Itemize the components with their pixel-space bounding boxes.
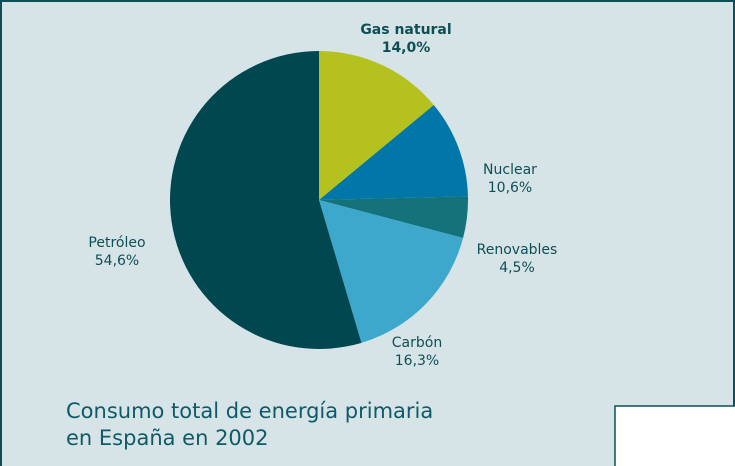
slice-value-label: 16,3% <box>395 353 439 369</box>
slice-value-label: 4,5% <box>499 260 535 276</box>
slice-value-label: 54,6% <box>95 253 139 269</box>
white-box <box>614 405 735 466</box>
pie-slice <box>319 200 464 343</box>
pie-slice <box>319 51 434 200</box>
pie-slice <box>170 50 362 349</box>
slice-label: Nuclear <box>483 162 537 178</box>
chart-title: Consumo total de energía primaria <box>66 399 433 423</box>
slice-value-label: 10,6% <box>488 180 532 196</box>
slice-label: Petróleo <box>88 235 145 251</box>
pie-slice <box>319 105 468 200</box>
slice-label: Carbón <box>392 335 442 351</box>
slice-label: Renovables <box>477 242 558 258</box>
slice-label: Gas natural <box>360 22 451 38</box>
pie-slice <box>319 196 468 238</box>
chart-title: en España en 2002 <box>66 426 269 450</box>
slice-value-label: 14,0% <box>382 40 431 56</box>
